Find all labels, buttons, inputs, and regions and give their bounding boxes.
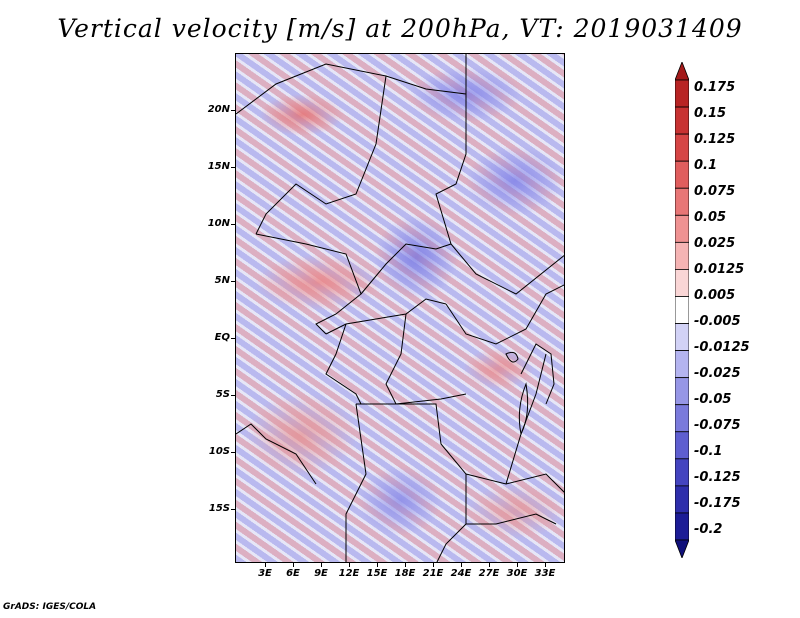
lon-tickmark — [461, 563, 462, 567]
lat-label-5n: 5N — [214, 275, 230, 286]
lon-label-12e: 12E — [338, 568, 360, 579]
colorbar-label: -0.0125 — [694, 340, 750, 355]
colorbar-segment — [675, 458, 689, 487]
lon-tickmark — [489, 563, 490, 567]
colorbar-label: 0.0125 — [694, 262, 745, 277]
lon-label-30e: 30E — [506, 568, 528, 579]
lat-label-10s: 10S — [208, 446, 230, 457]
colorbar-label: 0.1 — [694, 158, 718, 173]
border-line — [255, 75, 387, 235]
colorbar-segment — [675, 187, 689, 216]
lon-tickmark — [545, 563, 546, 567]
lat-label-eq: EQ — [214, 332, 230, 343]
colorbar-label: -0.025 — [694, 366, 741, 381]
colorbar-segment — [675, 241, 689, 270]
lon-tickmark — [265, 563, 266, 567]
border-line — [520, 343, 555, 405]
colorbar-label: 0.005 — [694, 288, 736, 303]
lon-tickmark — [349, 563, 350, 567]
lon-tickmark — [405, 563, 406, 567]
lon-label-15e: 15E — [366, 568, 388, 579]
border-line — [325, 323, 362, 405]
border-line — [465, 473, 564, 493]
border-line — [466, 513, 557, 525]
border-line — [236, 63, 467, 115]
lake-outline — [518, 382, 529, 436]
lat-tickmark — [231, 167, 235, 168]
colorbar-label: 0.075 — [694, 184, 736, 199]
lon-label-24e: 24E — [450, 568, 472, 579]
colorbar-segment — [675, 269, 689, 297]
grads-credit: GrADS: IGES/COLA — [3, 602, 97, 612]
colorbar-label: -0.005 — [694, 314, 741, 329]
colorbar-segment — [675, 79, 689, 108]
border-line — [255, 233, 362, 335]
lat-label-20n: 20N — [207, 104, 230, 115]
colorbar-segment — [675, 512, 689, 541]
border-line — [345, 403, 367, 562]
lon-label-21e: 21E — [422, 568, 444, 579]
lat-tickmark — [231, 224, 235, 225]
colorbar-segment — [675, 62, 689, 81]
colorbar-segment — [675, 350, 689, 379]
lat-tickmark — [231, 395, 235, 396]
colorbar-label: 0.175 — [694, 80, 736, 95]
colorbar-label: 0.125 — [694, 132, 736, 147]
lat-tickmark — [231, 509, 235, 510]
border-line — [385, 313, 467, 405]
colorbar-segment — [675, 431, 689, 460]
lon-label-9e: 9E — [314, 568, 328, 579]
lon-tickmark — [377, 563, 378, 567]
colorbar-label: -0.2 — [694, 522, 723, 537]
colorbar-segment — [675, 485, 689, 514]
border-line — [435, 54, 564, 295]
lon-tickmark — [433, 563, 434, 567]
border-line — [505, 353, 547, 485]
border-line — [360, 243, 452, 295]
colorbar-segment — [675, 404, 689, 433]
colorbar-segment — [675, 539, 689, 558]
colorbar-segment — [675, 377, 689, 406]
colorbar-label: -0.05 — [694, 392, 732, 407]
lon-label-33e: 33E — [534, 568, 556, 579]
lon-tickmark — [293, 563, 294, 567]
lat-label-5s: 5S — [215, 389, 230, 400]
lon-tickmark — [321, 563, 322, 567]
lake-outline — [505, 351, 519, 363]
colorbar-label: -0.175 — [694, 496, 741, 511]
lon-tickmark — [517, 563, 518, 567]
border-line — [356, 403, 467, 562]
vertical-velocity-map — [235, 53, 565, 563]
country-borders — [236, 54, 564, 562]
lon-label-6e: 6E — [286, 568, 300, 579]
colorbar-label: 0.025 — [694, 236, 736, 251]
border-line — [445, 284, 564, 345]
colorbar-segment — [675, 133, 689, 162]
colorbar-label: -0.125 — [694, 470, 741, 485]
map-title: Vertical velocity [m/s] at 200hPa, VT: 2… — [57, 14, 743, 43]
lat-tickmark — [231, 452, 235, 453]
lat-label-15s: 15S — [208, 503, 230, 514]
colorbar-segment — [675, 106, 689, 135]
lon-label-27e: 27E — [478, 568, 500, 579]
colorbar-label: -0.1 — [694, 444, 723, 459]
colorbar-segment — [675, 160, 689, 189]
colorbar-segment — [675, 323, 689, 351]
lat-tickmark — [231, 281, 235, 282]
lat-label-15n: 15N — [207, 161, 230, 172]
colorbar-segment — [675, 296, 689, 324]
lat-label-10n: 10N — [207, 218, 230, 229]
colorbar-segment — [675, 214, 689, 243]
border-line — [236, 423, 317, 485]
colorbar-label: -0.075 — [694, 418, 741, 433]
lat-tickmark — [231, 110, 235, 111]
colorbar — [675, 62, 689, 558]
lat-tickmark — [231, 338, 235, 339]
lon-label-3e: 3E — [258, 568, 272, 579]
colorbar-label: 0.15 — [694, 106, 727, 121]
lon-label-18e: 18E — [394, 568, 416, 579]
border-line — [325, 298, 447, 335]
colorbar-label: 0.05 — [694, 210, 727, 225]
